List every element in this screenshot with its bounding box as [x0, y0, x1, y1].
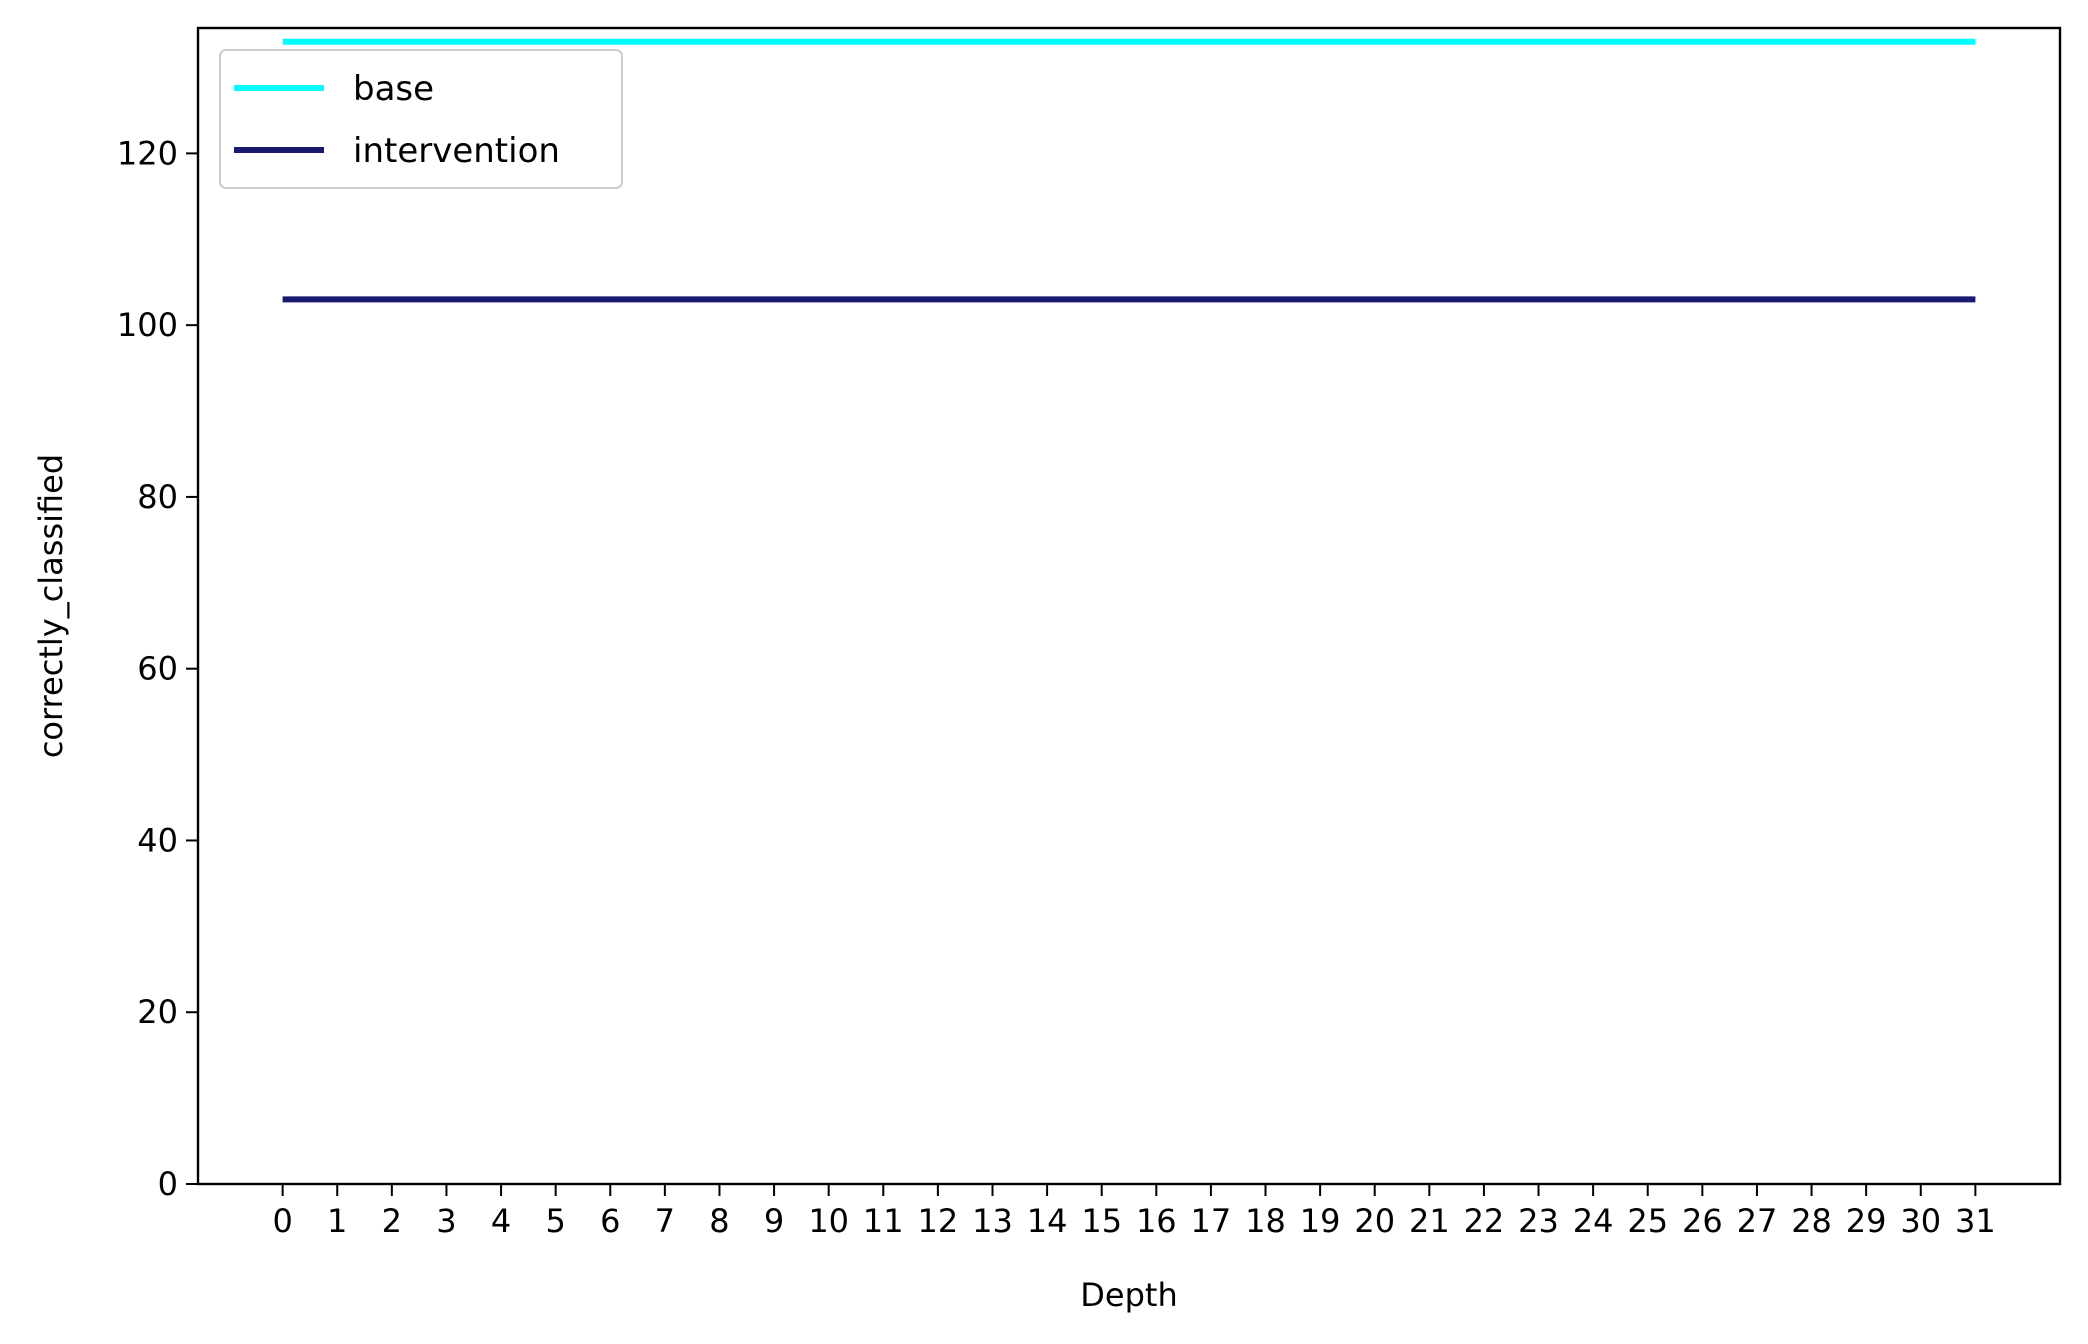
y-tick-label: 20 [137, 993, 178, 1031]
x-tick-label: 0 [272, 1202, 292, 1240]
x-tick-label: 4 [491, 1202, 511, 1240]
x-tick-label: 5 [545, 1202, 565, 1240]
axes-frame [196, 26, 2062, 1186]
y-tick-label: 40 [137, 821, 178, 859]
x-tick-label: 16 [1136, 1202, 1177, 1240]
x-tick-label: 24 [1573, 1202, 1614, 1240]
x-tick-label: 17 [1191, 1202, 1232, 1240]
x-tick-label: 12 [918, 1202, 959, 1240]
x-tick-label: 28 [1791, 1202, 1832, 1240]
legend: base intervention [219, 49, 623, 189]
legend-label: base [353, 69, 434, 109]
x-tick-label: 20 [1354, 1202, 1395, 1240]
x-tick-label: 9 [764, 1202, 784, 1240]
x-tick-label: 23 [1518, 1202, 1559, 1240]
x-tick-label: 18 [1245, 1202, 1286, 1240]
y-tick-label: 100 [117, 306, 178, 344]
x-tick-label: 31 [1955, 1202, 1996, 1240]
x-tick-label: 14 [1027, 1202, 1068, 1240]
x-tick-label: 7 [655, 1202, 675, 1240]
x-tick-label: 6 [600, 1202, 620, 1240]
x-tick-label: 19 [1300, 1202, 1341, 1240]
x-axis: 0 1 2 3 4 5 6 7 8 9 10 11 12 13 14 15 16 17 18 19 20 21 22 23 24… [272, 1184, 1996, 1240]
x-tick-label: 2 [382, 1202, 402, 1240]
x-tick-label: 22 [1464, 1202, 1505, 1240]
x-tick-label: 11 [863, 1202, 904, 1240]
x-tick-label: 13 [972, 1202, 1013, 1240]
x-axis-label: Depth [1080, 1276, 1177, 1314]
x-tick-label: 10 [808, 1202, 849, 1240]
x-tick-label: 1 [327, 1202, 347, 1240]
x-tick-label: 27 [1737, 1202, 1778, 1240]
plot-area [282, 38, 1976, 303]
x-tick-label: 25 [1627, 1202, 1668, 1240]
x-tick-label: 21 [1409, 1202, 1450, 1240]
y-tick-label: 80 [137, 478, 178, 516]
x-tick-label: 8 [709, 1202, 729, 1240]
legend-label: intervention [353, 131, 560, 171]
x-tick-label: 29 [1846, 1202, 1887, 1240]
x-tick-label: 3 [436, 1202, 456, 1240]
x-tick-label: 26 [1682, 1202, 1723, 1240]
x-tick-label: 30 [1900, 1202, 1941, 1240]
y-axis: 0 20 40 60 80 100 120 [117, 134, 198, 1203]
legend-box [219, 49, 623, 189]
y-tick-label: 60 [137, 650, 178, 688]
y-tick-label: 120 [117, 134, 178, 172]
y-axis-label: correctly_classified [32, 454, 70, 758]
x-tick-label: 15 [1081, 1202, 1122, 1240]
y-tick-label: 0 [158, 1165, 178, 1203]
